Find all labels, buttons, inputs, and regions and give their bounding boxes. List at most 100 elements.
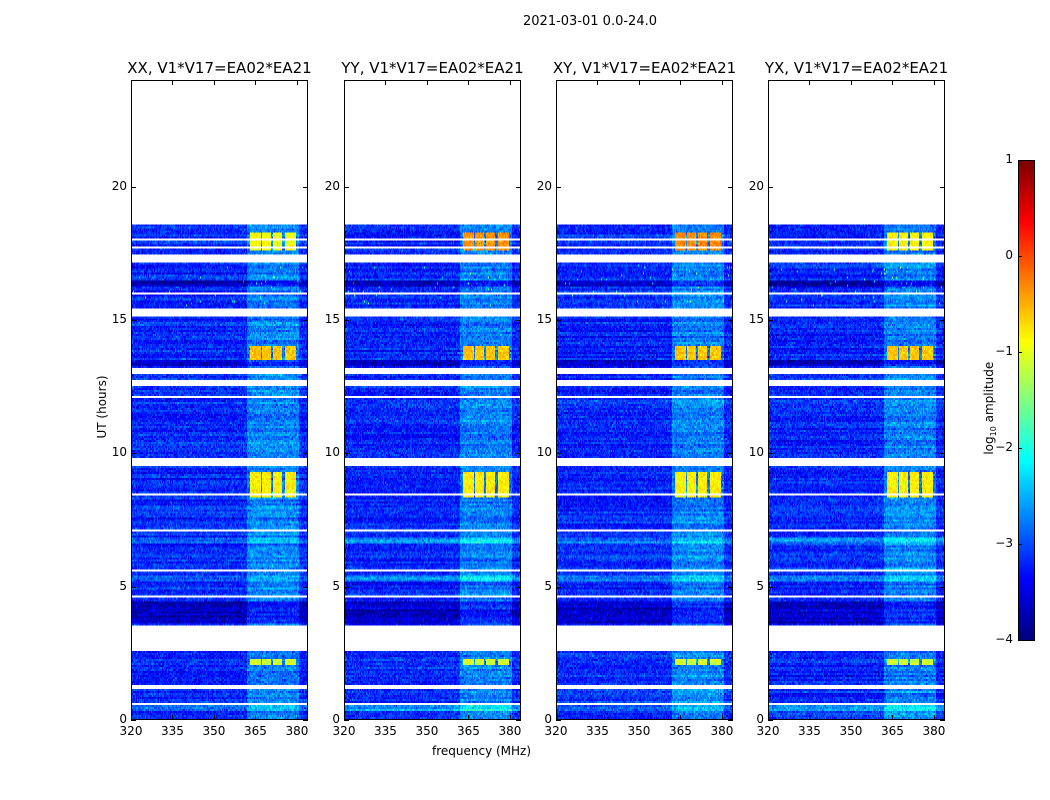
y-tick-mark [516, 453, 521, 455]
x-tick-label: 365 [881, 724, 904, 738]
x-tick-mark [892, 80, 894, 85]
colorbar-tick-label: 1 [1005, 152, 1013, 166]
y-tick-mark [768, 320, 773, 321]
y-tick-mark [768, 186, 773, 188]
y-tick-mark [768, 586, 773, 588]
x-tick-mark [933, 80, 935, 85]
y-axis-label: UT (hours) [95, 375, 109, 439]
y-tick-mark [556, 186, 561, 188]
y-tick-mark [940, 586, 945, 588]
colorbar-tick-label: −1 [995, 344, 1013, 358]
y-tick-mark [556, 320, 561, 321]
y-tick-label: 20 [536, 178, 552, 193]
x-tick-mark [556, 80, 557, 85]
x-tick-mark [680, 80, 682, 85]
panel-title: YY, V1*V17=EA02*EA21 [341, 59, 524, 77]
x-tick-mark [426, 80, 428, 85]
x-tick-mark [638, 715, 640, 720]
x-tick-label: 335 [161, 724, 184, 738]
x-tick-mark [768, 80, 769, 85]
x-tick-mark [509, 715, 511, 720]
x-axis-label: frequency (MHz) [432, 744, 532, 758]
y-tick-label: 0 [756, 712, 764, 726]
x-tick-mark [680, 715, 682, 720]
colorbar-tick-mark [1018, 160, 1022, 161]
x-tick-label: 350 [839, 724, 863, 738]
x-tick-mark [385, 715, 387, 720]
y-tick-label: 10 [748, 445, 764, 460]
x-tick-label: 365 [244, 724, 267, 738]
x-tick-mark [344, 80, 345, 85]
waterfall-panel-3 [768, 80, 945, 720]
x-tick-mark [213, 80, 215, 85]
y-tick-label: 5 [332, 578, 340, 593]
x-tick-mark [468, 80, 470, 85]
colorbar-label-sub: 10 [989, 426, 999, 437]
y-tick-mark [303, 720, 308, 721]
x-tick-mark [255, 80, 257, 85]
colorbar-tick-mark [1018, 640, 1022, 641]
y-tick-mark [131, 586, 136, 588]
x-tick-label: 380 [922, 724, 946, 738]
x-tick-mark [809, 715, 811, 720]
y-tick-mark [728, 453, 733, 455]
y-tick-mark [556, 453, 561, 455]
y-tick-mark [516, 586, 521, 588]
y-tick-label: 10 [111, 445, 127, 460]
y-tick-mark [728, 586, 733, 588]
x-tick-mark [556, 715, 557, 720]
y-tick-mark [516, 320, 521, 321]
x-tick-mark [296, 80, 298, 85]
panel-title: YX, V1*V17=EA02*EA21 [764, 59, 949, 77]
x-tick-mark [721, 715, 723, 720]
waterfall-heatmap [769, 81, 944, 719]
y-tick-label: 5 [119, 578, 127, 593]
x-tick-mark [255, 715, 257, 720]
figure-title: 2021-03-01 0.0-24.0 [523, 14, 657, 29]
y-tick-mark [344, 586, 349, 588]
x-tick-mark [933, 715, 935, 720]
x-tick-mark [721, 80, 723, 85]
y-tick-label: 20 [324, 178, 340, 193]
y-tick-mark [344, 720, 349, 721]
y-tick-mark [940, 186, 945, 188]
colorbar [1018, 160, 1035, 641]
y-tick-mark [303, 186, 308, 188]
colorbar-label-rest: amplitude [981, 361, 996, 427]
y-tick-mark [131, 320, 136, 321]
x-tick-mark [344, 715, 345, 720]
x-tick-label: 320 [544, 724, 568, 738]
y-tick-label: 10 [324, 445, 340, 460]
colorbar-tick-label: −3 [995, 536, 1013, 550]
colorbar-tick-mark [1018, 256, 1022, 257]
y-tick-label: 20 [748, 178, 764, 193]
x-tick-label: 335 [586, 724, 609, 738]
x-tick-label: 350 [627, 724, 651, 738]
x-tick-mark [385, 80, 387, 85]
x-tick-label: 380 [285, 724, 309, 738]
colorbar-tick-mark [1018, 448, 1022, 449]
y-tick-mark [131, 186, 136, 188]
x-tick-label: 350 [202, 724, 226, 738]
waterfall-panel-2 [556, 80, 733, 720]
y-tick-mark [303, 320, 308, 321]
y-tick-mark [940, 453, 945, 455]
y-tick-label: 5 [544, 578, 552, 593]
x-tick-label: 350 [415, 724, 439, 738]
y-tick-label: 15 [748, 312, 764, 326]
y-tick-mark [516, 720, 521, 721]
y-tick-mark [556, 720, 561, 721]
x-tick-mark [809, 80, 811, 85]
panel-title: XY, V1*V17=EA02*EA21 [552, 59, 737, 77]
y-tick-mark [728, 720, 733, 721]
y-tick-mark [940, 320, 945, 321]
x-tick-mark [850, 715, 852, 720]
x-tick-mark [172, 80, 174, 85]
y-tick-mark [516, 186, 521, 188]
x-tick-mark [892, 715, 894, 720]
y-tick-label: 0 [332, 712, 340, 726]
y-tick-mark [940, 720, 945, 721]
x-tick-mark [296, 715, 298, 720]
waterfall-heatmap [557, 81, 732, 719]
